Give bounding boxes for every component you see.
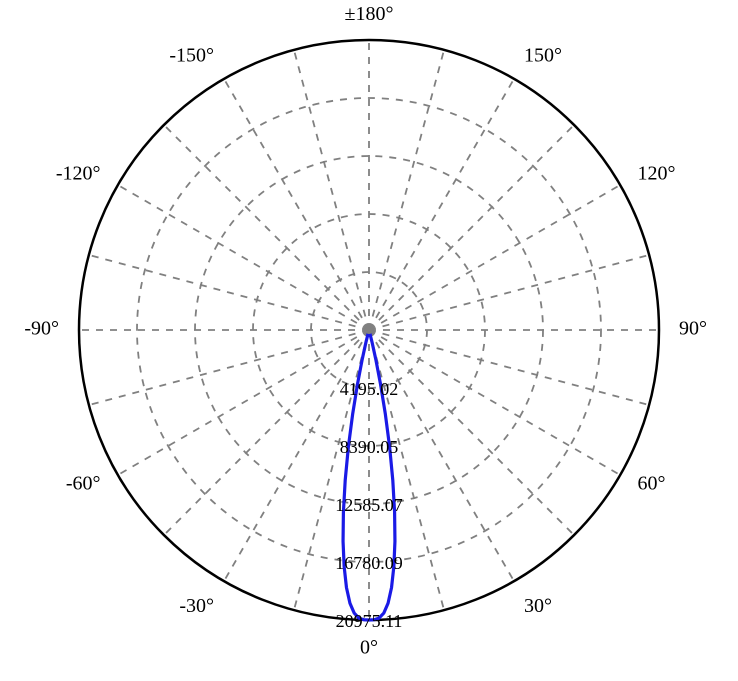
center-marker <box>365 326 373 334</box>
angle-tick-label: 30° <box>524 595 552 617</box>
grid-spoke <box>294 50 369 330</box>
angle-tick-label: -90° <box>24 318 59 340</box>
grid-spoke <box>369 330 649 405</box>
grid-spoke <box>118 185 369 330</box>
angle-tick-label: 120° <box>637 163 675 185</box>
grid-spoke <box>224 79 369 330</box>
grid-spoke <box>118 330 369 475</box>
grid-spoke <box>369 125 574 330</box>
angle-tick-label: -60° <box>66 473 101 495</box>
radial-tick-label: 20975.11 <box>336 611 403 631</box>
angle-tick-label: -120° <box>56 163 101 185</box>
angle-tick-label: 0° <box>360 637 378 659</box>
grid-spoke <box>369 185 620 330</box>
radial-tick-label: 16780.09 <box>335 553 403 573</box>
grid-spoke <box>369 255 649 330</box>
grid-spoke <box>89 330 369 405</box>
angle-tick-label: -150° <box>169 45 214 67</box>
polar-chart: 4195.02 8390.05 12585.07 16780.09 20975.11 0… <box>0 0 738 681</box>
angle-tick-label: 60° <box>637 473 665 495</box>
angle-tick-label: 90° <box>679 318 707 340</box>
grid-spoke <box>369 330 620 475</box>
radial-tick-label: 12585.07 <box>335 495 403 515</box>
angle-tick-label: ±180° <box>345 3 394 25</box>
grid-spoke <box>369 50 444 330</box>
angle-tick-label: 150° <box>524 45 562 67</box>
radial-tick-label: 4195.02 <box>340 379 399 399</box>
angle-tick-label: -30° <box>179 595 214 617</box>
radial-tick-label: 8390.05 <box>340 437 399 457</box>
grid-spoke <box>369 79 514 330</box>
grid-spoke <box>164 125 369 330</box>
grid-spoke <box>89 255 369 330</box>
